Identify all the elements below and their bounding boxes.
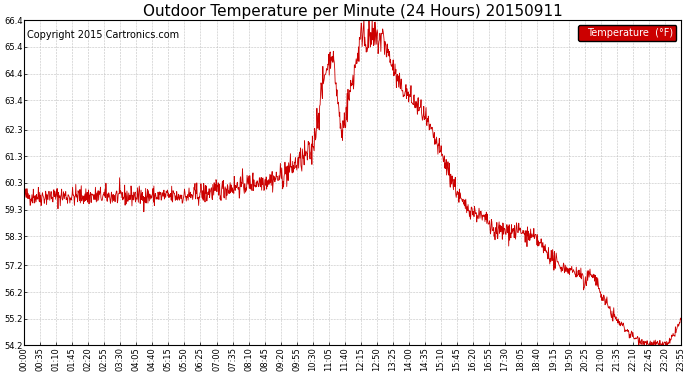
Text: Copyright 2015 Cartronics.com: Copyright 2015 Cartronics.com bbox=[28, 30, 179, 40]
Title: Outdoor Temperature per Minute (24 Hours) 20150911: Outdoor Temperature per Minute (24 Hours… bbox=[143, 4, 562, 19]
Legend: Temperature  (°F): Temperature (°F) bbox=[578, 25, 676, 41]
